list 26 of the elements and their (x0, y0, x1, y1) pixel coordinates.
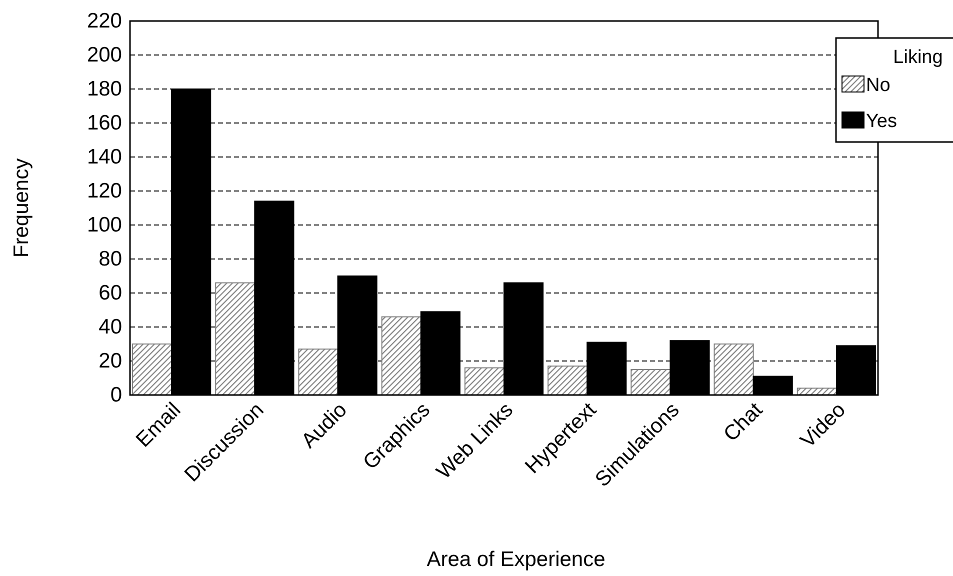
bar (215, 282, 256, 396)
y-tick-label: 140 (86, 146, 122, 169)
x-axis-title: Area of Experience (426, 548, 606, 571)
legend-title: Liking (893, 47, 943, 68)
legend-label: Yes (866, 111, 897, 132)
bar (714, 344, 754, 396)
bar (298, 348, 338, 396)
y-tick-label: 160 (86, 112, 122, 135)
y-tick-label: 60 (98, 282, 122, 305)
y-axis-title: Frequency (10, 158, 33, 258)
y-tick-label: 200 (86, 44, 122, 67)
legend-label: No (866, 75, 890, 96)
bar (132, 344, 172, 396)
y-tick-label: 100 (86, 214, 122, 237)
y-tick-label: 80 (98, 248, 122, 271)
y-tick-label: 0 (110, 384, 122, 407)
bar (464, 367, 504, 396)
bar (548, 366, 588, 396)
y-tick-label: 220 (86, 10, 122, 33)
y-tick-label: 180 (86, 78, 122, 101)
bar (630, 369, 671, 396)
y-tick-label: 40 (98, 316, 122, 339)
bar (796, 388, 837, 396)
y-tick-label: 120 (86, 180, 122, 203)
bar (381, 316, 422, 396)
y-tick-label: 20 (98, 350, 122, 373)
